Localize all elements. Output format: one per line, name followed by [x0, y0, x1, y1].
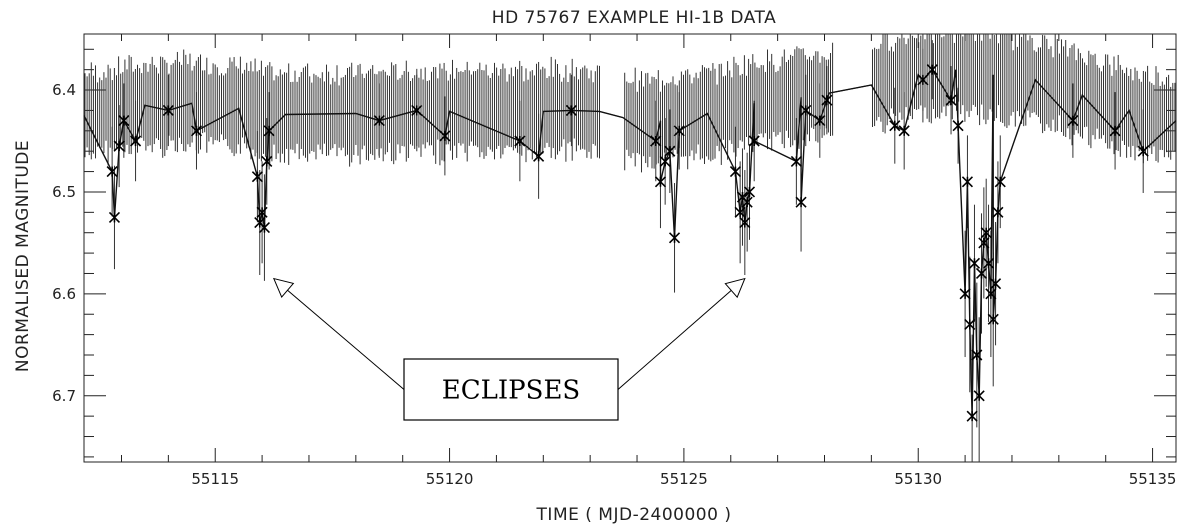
data-point — [129, 135, 142, 147]
chart-title: HD 75767 EXAMPLE HI-1B DATA — [492, 8, 776, 28]
data-point — [975, 267, 988, 280]
gap-connector — [833, 84, 872, 93]
data-point — [650, 135, 662, 147]
data-point — [1137, 145, 1149, 157]
x-tick-label: 55115 — [191, 470, 239, 488]
data-point — [971, 349, 983, 361]
data-point — [118, 115, 130, 127]
light-curve-path — [83, 68, 1177, 417]
x-tick-label: 55125 — [660, 470, 708, 488]
data-point — [800, 104, 812, 116]
axis-ticks — [84, 34, 1176, 462]
data-point — [989, 278, 1002, 290]
data-point — [966, 410, 978, 422]
data-point — [917, 74, 929, 86]
data-point — [373, 115, 385, 127]
data-point — [668, 232, 681, 244]
data-point — [980, 227, 992, 239]
data-point — [673, 125, 685, 137]
data-point — [108, 211, 121, 223]
data-point — [968, 257, 981, 269]
x-tick-label: 55135 — [1129, 470, 1177, 488]
data-point — [952, 120, 964, 132]
y-tick-label: 6.7 — [52, 387, 76, 405]
annotation-arrow-head — [272, 277, 295, 299]
data-point — [565, 104, 577, 116]
error-bars — [84, 34, 1176, 462]
data-point — [734, 206, 746, 218]
gap-connector — [599, 110, 624, 119]
data-point — [748, 135, 760, 147]
y-axis-label: NORMALISED MAGNITUDE — [13, 140, 33, 372]
annotation-arrow-shaft — [617, 290, 732, 390]
data-point — [190, 125, 203, 137]
data-point — [926, 64, 938, 76]
data-point — [964, 318, 976, 330]
data-point — [1067, 115, 1079, 127]
data-point — [439, 130, 451, 142]
x-tick-label: 55120 — [426, 470, 474, 488]
data-point — [959, 288, 971, 300]
data-point — [729, 166, 742, 178]
x-axis-label: TIME ( MJD-2400000 ) — [536, 505, 732, 525]
data-point — [821, 94, 833, 106]
data-point — [261, 155, 273, 167]
data-point — [411, 104, 423, 116]
data-point — [256, 206, 268, 218]
data-point — [514, 135, 526, 147]
data-point — [985, 288, 997, 300]
data-points — [106, 64, 1149, 422]
data-point — [978, 237, 990, 249]
annotation-arrow-shaft — [287, 289, 405, 390]
annotation-box — [403, 358, 619, 421]
data-point — [1109, 125, 1121, 137]
data-point — [992, 206, 1004, 218]
data-point — [106, 166, 118, 178]
data-point — [987, 313, 999, 325]
plot-frame — [83, 33, 1177, 463]
data-point — [994, 176, 1006, 188]
data-point — [258, 222, 271, 234]
x-tick-label: 55130 — [894, 470, 942, 488]
annotation-arrow-head — [724, 277, 746, 299]
data-point — [113, 140, 125, 152]
data-point — [263, 125, 275, 137]
data-point — [973, 390, 985, 402]
data-point — [898, 125, 910, 137]
data-point — [654, 176, 667, 188]
data-point — [659, 155, 671, 167]
data-point — [251, 171, 263, 183]
data-point — [790, 155, 802, 167]
annotation-label: ECLIPSES — [442, 376, 581, 406]
data-point — [889, 120, 901, 132]
data-point — [739, 216, 751, 229]
data-point — [533, 150, 545, 162]
data-point — [664, 145, 676, 157]
data-point — [162, 104, 174, 116]
data-point — [814, 115, 826, 127]
data-point — [743, 186, 756, 198]
data-point — [982, 257, 995, 269]
data-point — [945, 94, 957, 106]
data-point — [795, 196, 807, 208]
tick-labels: 55115 55120 55125 55130 55135 6.4 6.5 6.6 6.7 — [52, 81, 1176, 488]
eclipse-annotation: ECLIPSES — [272, 277, 746, 421]
y-tick-label: 6.5 — [52, 183, 76, 201]
data-point — [741, 196, 753, 208]
y-tick-label: 6.6 — [52, 285, 76, 303]
light-curve-line — [83, 68, 1177, 417]
data-point — [961, 176, 974, 188]
y-tick-label: 6.4 — [52, 81, 76, 99]
